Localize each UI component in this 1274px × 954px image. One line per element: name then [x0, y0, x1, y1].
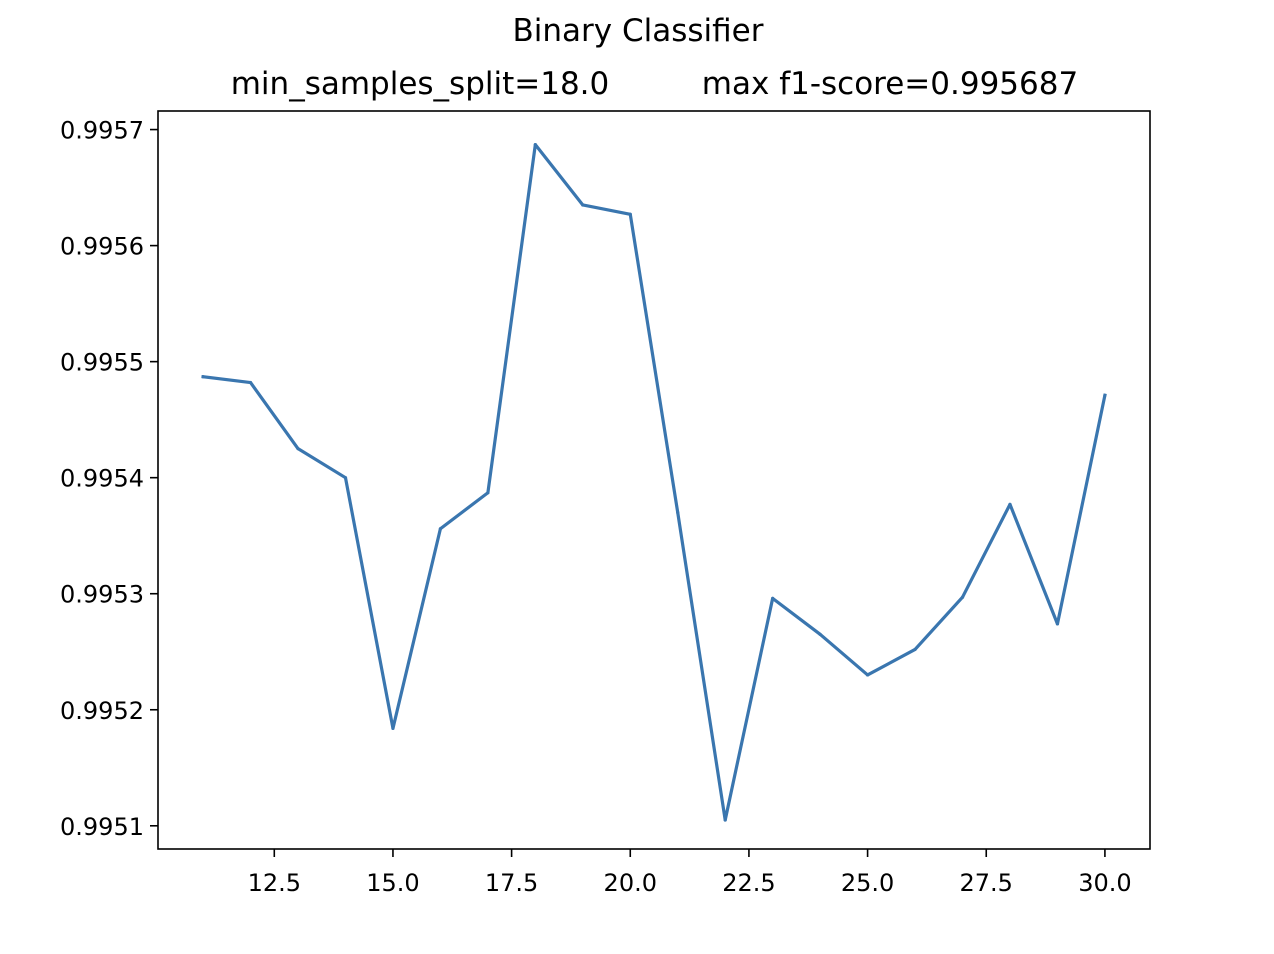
y-axis: 0.9951 0.9952 0.9953 0.9954 0.9955 0.9956 0.99… [60, 117, 158, 841]
data-point [248, 380, 253, 385]
x-tick-label: 12.5 [248, 869, 301, 897]
data-point [723, 818, 727, 822]
y-tick-label: 0.9952 [60, 697, 144, 725]
data-point [1008, 502, 1012, 506]
data-point [771, 596, 775, 600]
plot-area: 12.5 15.0 17.5 20.0 22.5 25.0 27.5 30.0 0.99510… [60, 110, 1151, 897]
series-line [201, 143, 1107, 822]
data-point [486, 491, 490, 495]
x-tick-label: 22.5 [722, 869, 775, 897]
x-tick-label: 30.0 [1078, 869, 1131, 897]
y-tick-label: 0.9955 [60, 349, 144, 377]
data-point [391, 726, 395, 730]
x-tick-label: 25.0 [841, 869, 894, 897]
y-tick-label: 0.9957 [60, 117, 144, 145]
y-tick-label: 0.9956 [60, 233, 144, 261]
data-point [960, 595, 965, 599]
data-point [865, 673, 870, 677]
x-tick-label: 17.5 [485, 869, 538, 897]
data-point [533, 143, 537, 147]
axes-frame [157, 110, 1151, 850]
data-point [1055, 622, 1060, 626]
data-point [296, 447, 300, 451]
chart-subtitle-right: max f1-score=0.995687 [702, 66, 1078, 102]
x-axis: 12.5 15.0 17.5 20.0 22.5 25.0 27.5 30.0 [248, 849, 1132, 897]
data-point [343, 476, 348, 480]
series-layer [201, 143, 1107, 822]
data-point [628, 212, 632, 216]
x-tick-label: 15.0 [366, 869, 419, 897]
y-tick-label: 0.9954 [60, 465, 144, 493]
data-point [581, 203, 585, 207]
chart-subtitle-left: min_samples_split=18.0 [231, 66, 610, 102]
y-tick-label: 0.9951 [60, 813, 144, 841]
x-tick-label: 20.0 [604, 869, 657, 897]
x-tick-label: 27.5 [960, 869, 1013, 897]
data-point [913, 647, 917, 652]
data-point [438, 527, 443, 531]
data-point [1103, 393, 1107, 397]
data-point [818, 632, 822, 636]
data-point [676, 510, 680, 515]
chart-title: Binary Classifier [513, 13, 764, 49]
data-point [201, 375, 205, 379]
y-tick-label: 0.9953 [60, 581, 144, 609]
